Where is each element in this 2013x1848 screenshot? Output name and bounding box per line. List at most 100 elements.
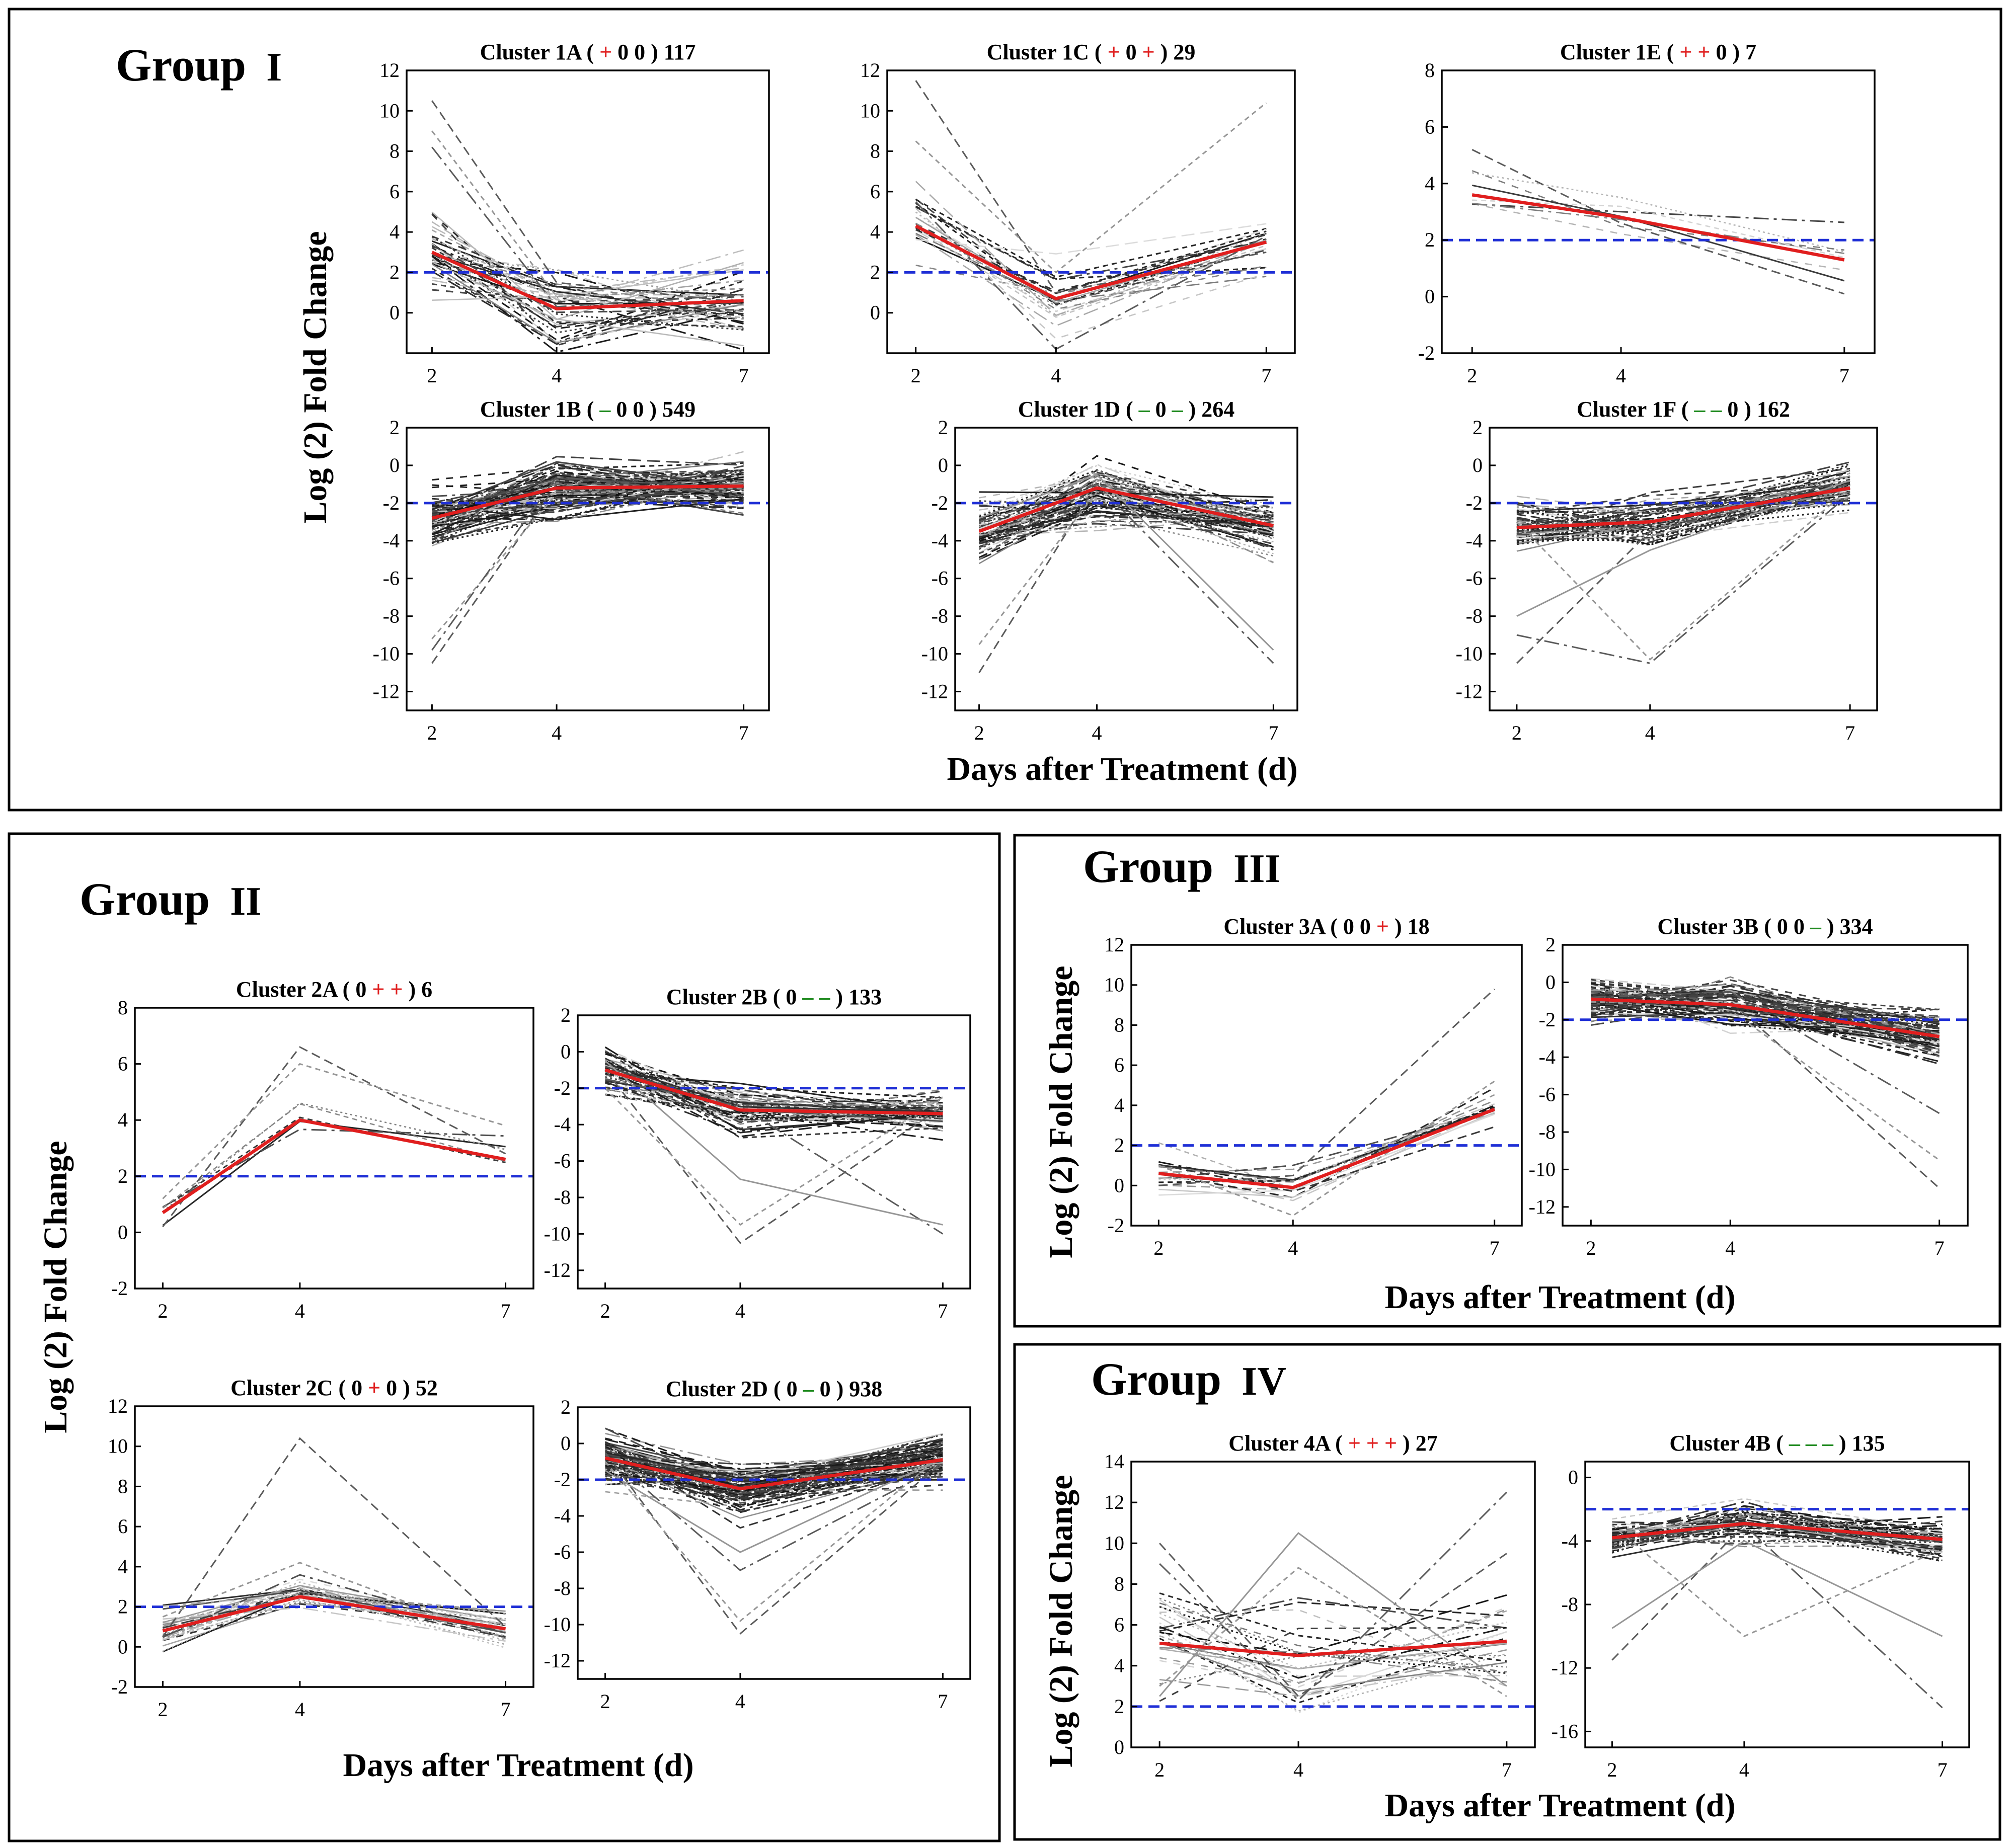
profile-line (915, 223, 1267, 255)
cluster-3a-panel: -2 0 2 4 6 8 10 12 2 4 7 Cluster 3A ( 0 0 + ) 18 (1104, 914, 1523, 1259)
profile-line (979, 478, 1274, 563)
x-tick-label: 7 (739, 364, 749, 387)
y-tick-label: 0 (390, 301, 400, 324)
profile-line (1591, 1000, 1940, 1011)
cluster-mean-line (1472, 193, 1845, 262)
profile-line (162, 1590, 506, 1652)
plot-frame (406, 69, 770, 354)
profile-traces (1158, 1491, 1507, 1714)
x-tick-label: 4 (1616, 364, 1626, 387)
y-tick-label: -10 (921, 642, 948, 665)
x-tick-label: 7 (501, 1698, 511, 1721)
cluster-gene-count: ) 117 (645, 40, 695, 64)
pattern-symbol: – (802, 985, 819, 1009)
profile-traces (162, 1046, 506, 1228)
x-tick-label: 7 (1938, 1758, 1948, 1781)
profile-line (163, 1589, 506, 1630)
y-tick-label: 0 (1473, 454, 1483, 476)
group-1-box (8, 8, 2002, 812)
y-tick-label: 0 (1425, 285, 1435, 308)
profile-line (979, 498, 1274, 537)
cluster-title: Cluster 1F ( – – 0 ) 162 (1577, 397, 1790, 422)
y-tick-label: -4 (1466, 529, 1483, 552)
y-tick-label: 6 (1425, 115, 1435, 138)
profile-line (432, 487, 744, 517)
y-tick-label: 4 (1114, 1094, 1124, 1116)
pattern-symbol: – (1810, 914, 1822, 939)
profile-line (432, 470, 744, 525)
profile-line (1472, 203, 1845, 271)
profile-line (162, 1581, 506, 1641)
y-tick-label: -4 (554, 1113, 571, 1136)
x-tick-label: 7 (1490, 1237, 1500, 1259)
profile-line (1158, 1110, 1495, 1182)
x-tick-label: 2 (911, 364, 921, 387)
y-axis-title-group-2: Log (2) Fold Change (37, 1141, 74, 1433)
profile-line (979, 465, 1274, 516)
pattern-symbol: + (1697, 40, 1716, 64)
profile-line (163, 1585, 506, 1624)
profile-line (979, 481, 1274, 532)
y-tick-label: 8 (118, 996, 128, 1019)
outlier-profile-line (162, 1063, 506, 1199)
pattern-symbol: + (599, 40, 617, 64)
cluster-gene-count: ) 29 (1155, 40, 1196, 64)
profile-line (1158, 1112, 1495, 1173)
pattern-symbol: 0 (633, 397, 644, 422)
profile-line (1612, 1526, 1943, 1537)
cluster-mean-line (431, 484, 744, 520)
profile-line (431, 461, 744, 524)
profile-line (1612, 1528, 1943, 1536)
profile-line (1516, 503, 1850, 531)
outlier-profile-line (978, 491, 1274, 645)
x-tick-label: 4 (1288, 1237, 1298, 1259)
profile-line (431, 271, 744, 345)
x-tick-label: 4 (1739, 1758, 1749, 1781)
y-tick-label: -6 (383, 567, 400, 590)
x-tick-label: 7 (1845, 721, 1855, 744)
pattern-symbol: + (390, 977, 403, 1002)
outlier-profile-line (431, 479, 744, 664)
cluster-gene-count: ) 133 (830, 985, 882, 1009)
outlier-profile-line (1611, 1524, 1943, 1637)
cluster-name: Cluster 1A ( (480, 40, 600, 64)
outlier-profile-line (1472, 149, 1845, 295)
pattern-symbol: – (1822, 1431, 1834, 1456)
profile-line (1612, 1524, 1943, 1535)
outlier-profile-line (1159, 1567, 1507, 1697)
y-tick-label: -16 (1552, 1720, 1578, 1742)
profile-line (1516, 484, 1850, 534)
y-tick-label: 8 (1425, 59, 1435, 82)
profile-line (979, 489, 1274, 548)
pattern-symbol: – (1172, 397, 1184, 422)
cluster-gene-count: ) 938 (831, 1377, 883, 1401)
profile-line (1158, 1108, 1495, 1189)
cluster-panels: 0 2 4 6 8 10 12 2 4 7 Cluster 1A ( + 0 0 ) 117 0 2 4 6… (108, 40, 1970, 1781)
cluster-mean-line (431, 251, 744, 310)
y-tick-label: -6 (932, 567, 948, 590)
x-tick-label: 4 (735, 1690, 745, 1713)
y-tick-label: -2 (932, 492, 948, 514)
y-tick-label: 2 (118, 1165, 128, 1187)
cluster-gene-count: ) 18 (1389, 914, 1430, 939)
profile-line (431, 456, 744, 519)
profile-line (1612, 1513, 1943, 1551)
cluster-name: Cluster 1B ( (480, 397, 600, 422)
pattern-symbol: 0 (616, 397, 633, 422)
group-2-box (8, 832, 1001, 1842)
cluster-title: Cluster 2D ( 0 – 0 ) 938 (666, 1377, 883, 1401)
x-tick-label: 2 (974, 721, 984, 744)
y-axis-title-group-3: Log (2) Fold Change (1043, 966, 1079, 1258)
profile-line (1159, 1597, 1507, 1630)
profile-line (1612, 1522, 1943, 1554)
cluster-name: Cluster 2A ( (236, 977, 356, 1002)
pattern-symbol: + (1142, 40, 1155, 64)
profile-line (1472, 202, 1844, 254)
cluster-name: Cluster 1F ( (1577, 397, 1694, 422)
cluster-mean-line (1159, 1639, 1507, 1657)
y-tick-label: -6 (1466, 567, 1483, 590)
profile-line (1612, 1498, 1943, 1532)
y-tick-label: -10 (1456, 642, 1483, 665)
profile-line (604, 1441, 943, 1529)
profile-line (162, 1592, 506, 1653)
